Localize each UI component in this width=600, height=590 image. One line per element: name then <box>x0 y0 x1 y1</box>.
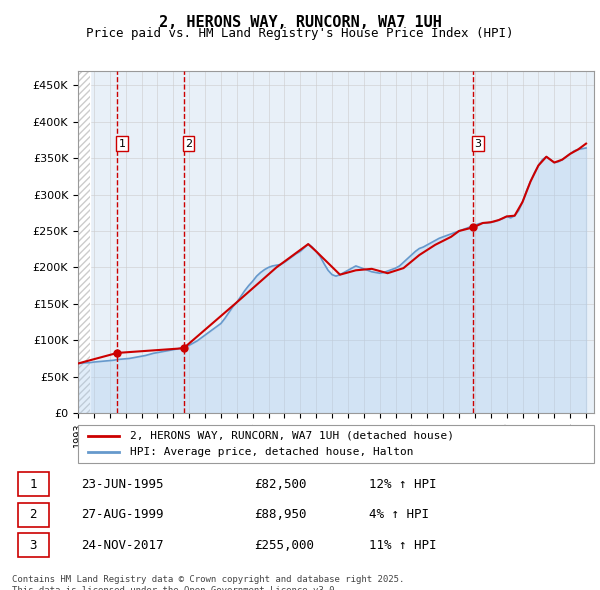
Text: £82,500: £82,500 <box>254 478 307 491</box>
Text: 1: 1 <box>29 478 37 491</box>
Text: 3: 3 <box>475 139 482 149</box>
FancyBboxPatch shape <box>18 533 49 557</box>
Text: £255,000: £255,000 <box>254 539 314 552</box>
Text: 1: 1 <box>118 139 125 149</box>
Text: Price paid vs. HM Land Registry's House Price Index (HPI): Price paid vs. HM Land Registry's House … <box>86 27 514 40</box>
Text: 11% ↑ HPI: 11% ↑ HPI <box>369 539 437 552</box>
FancyBboxPatch shape <box>78 425 594 463</box>
Bar <box>78 71 90 413</box>
Text: 2, HERONS WAY, RUNCORN, WA7 1UH: 2, HERONS WAY, RUNCORN, WA7 1UH <box>158 15 442 30</box>
Text: £88,950: £88,950 <box>254 508 307 522</box>
Text: 2: 2 <box>29 508 37 522</box>
Text: 2: 2 <box>185 139 192 149</box>
FancyBboxPatch shape <box>18 503 49 527</box>
FancyBboxPatch shape <box>18 473 49 496</box>
Text: HPI: Average price, detached house, Halton: HPI: Average price, detached house, Halt… <box>130 447 413 457</box>
Text: 4% ↑ HPI: 4% ↑ HPI <box>369 508 429 522</box>
Text: 12% ↑ HPI: 12% ↑ HPI <box>369 478 437 491</box>
Text: 27-AUG-1999: 27-AUG-1999 <box>81 508 164 522</box>
Text: Contains HM Land Registry data © Crown copyright and database right 2025.
This d: Contains HM Land Registry data © Crown c… <box>12 575 404 590</box>
Text: 24-NOV-2017: 24-NOV-2017 <box>81 539 164 552</box>
Text: 23-JUN-1995: 23-JUN-1995 <box>81 478 164 491</box>
Text: 2, HERONS WAY, RUNCORN, WA7 1UH (detached house): 2, HERONS WAY, RUNCORN, WA7 1UH (detache… <box>130 431 454 441</box>
Text: 3: 3 <box>29 539 37 552</box>
